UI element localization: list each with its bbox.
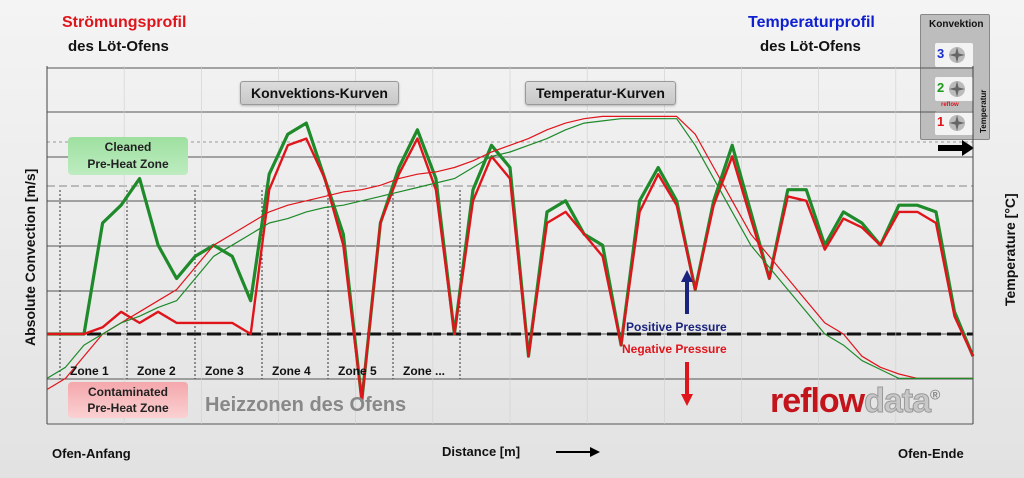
fan-icon [949,115,965,131]
footer-distance: Distance [m] [442,444,521,459]
fan-3: 3 [935,43,973,67]
brand-logo: reflowdata® [770,382,940,421]
brand-mark: ® [930,386,940,403]
cleaned-line-1: Cleaned [104,140,152,154]
zone-dividers [59,190,461,379]
brand-part-2: data [864,382,932,421]
arrow-up-icon [681,270,693,314]
fan-icon [949,81,965,97]
cleaned-line-2: Pre-Heat Zone [87,157,169,171]
fan-icon [949,47,965,63]
fan-3-number: 3 [937,46,945,61]
series-line-2 [47,137,975,402]
konvektion-legend: Konvektion 3 2 reflow 1 Temperatur [920,14,990,140]
convection-callout: Konvektions-Kurven [240,81,399,105]
contaminated-line-2: Pre-Heat Zone [87,401,169,415]
footer-end: Ofen-Ende [898,446,964,461]
series-line-1 [47,121,975,403]
contaminated-line-1: Contaminated [87,385,168,399]
heizzonen-label: Heizzonen des Ofens [205,394,407,416]
fan-1: 1 [935,111,973,135]
grid [46,66,974,425]
zone-label: Zone ... [403,364,445,378]
series-group [46,115,975,403]
arrow-right-small-icon [556,447,600,457]
arrow-right-icon [938,140,974,156]
zone-label: Zone 4 [272,364,311,378]
contaminated-preheat-badge: Contaminated Pre-Heat Zone [68,382,188,418]
zone-label: Zone 1 [70,364,109,378]
zone-label: Zone 3 [205,364,244,378]
temperature-callout: Temperatur-Kurven [525,81,676,105]
left-subtitle: des Löt-Ofens [68,38,169,55]
right-title: Temperaturprofil [748,14,875,31]
fan-2-number: 2 [937,80,945,95]
reflow-mini-label: reflow [941,102,959,108]
konvektion-label: Konvektion [929,19,984,30]
series-line-4 [46,118,973,379]
fan-2: 2 [935,77,973,101]
zone-label: Zone 2 [137,364,176,378]
cleaned-preheat-badge: Cleaned Pre-Heat Zone [68,137,188,175]
brand-part-1: reflow [770,382,865,420]
arrow-down-icon [681,362,693,406]
positive-pressure-label: Positive Pressure [626,320,727,334]
right-subtitle: des Löt-Ofens [760,38,861,55]
left-title: Strömungsprofil [62,14,187,31]
zone-label: Zone 5 [338,364,377,378]
negative-pressure-label: Negative Pressure [622,342,727,356]
series-line-3 [46,115,973,391]
fan-1-number: 1 [937,114,945,129]
footer-start: Ofen-Anfang [52,446,131,461]
